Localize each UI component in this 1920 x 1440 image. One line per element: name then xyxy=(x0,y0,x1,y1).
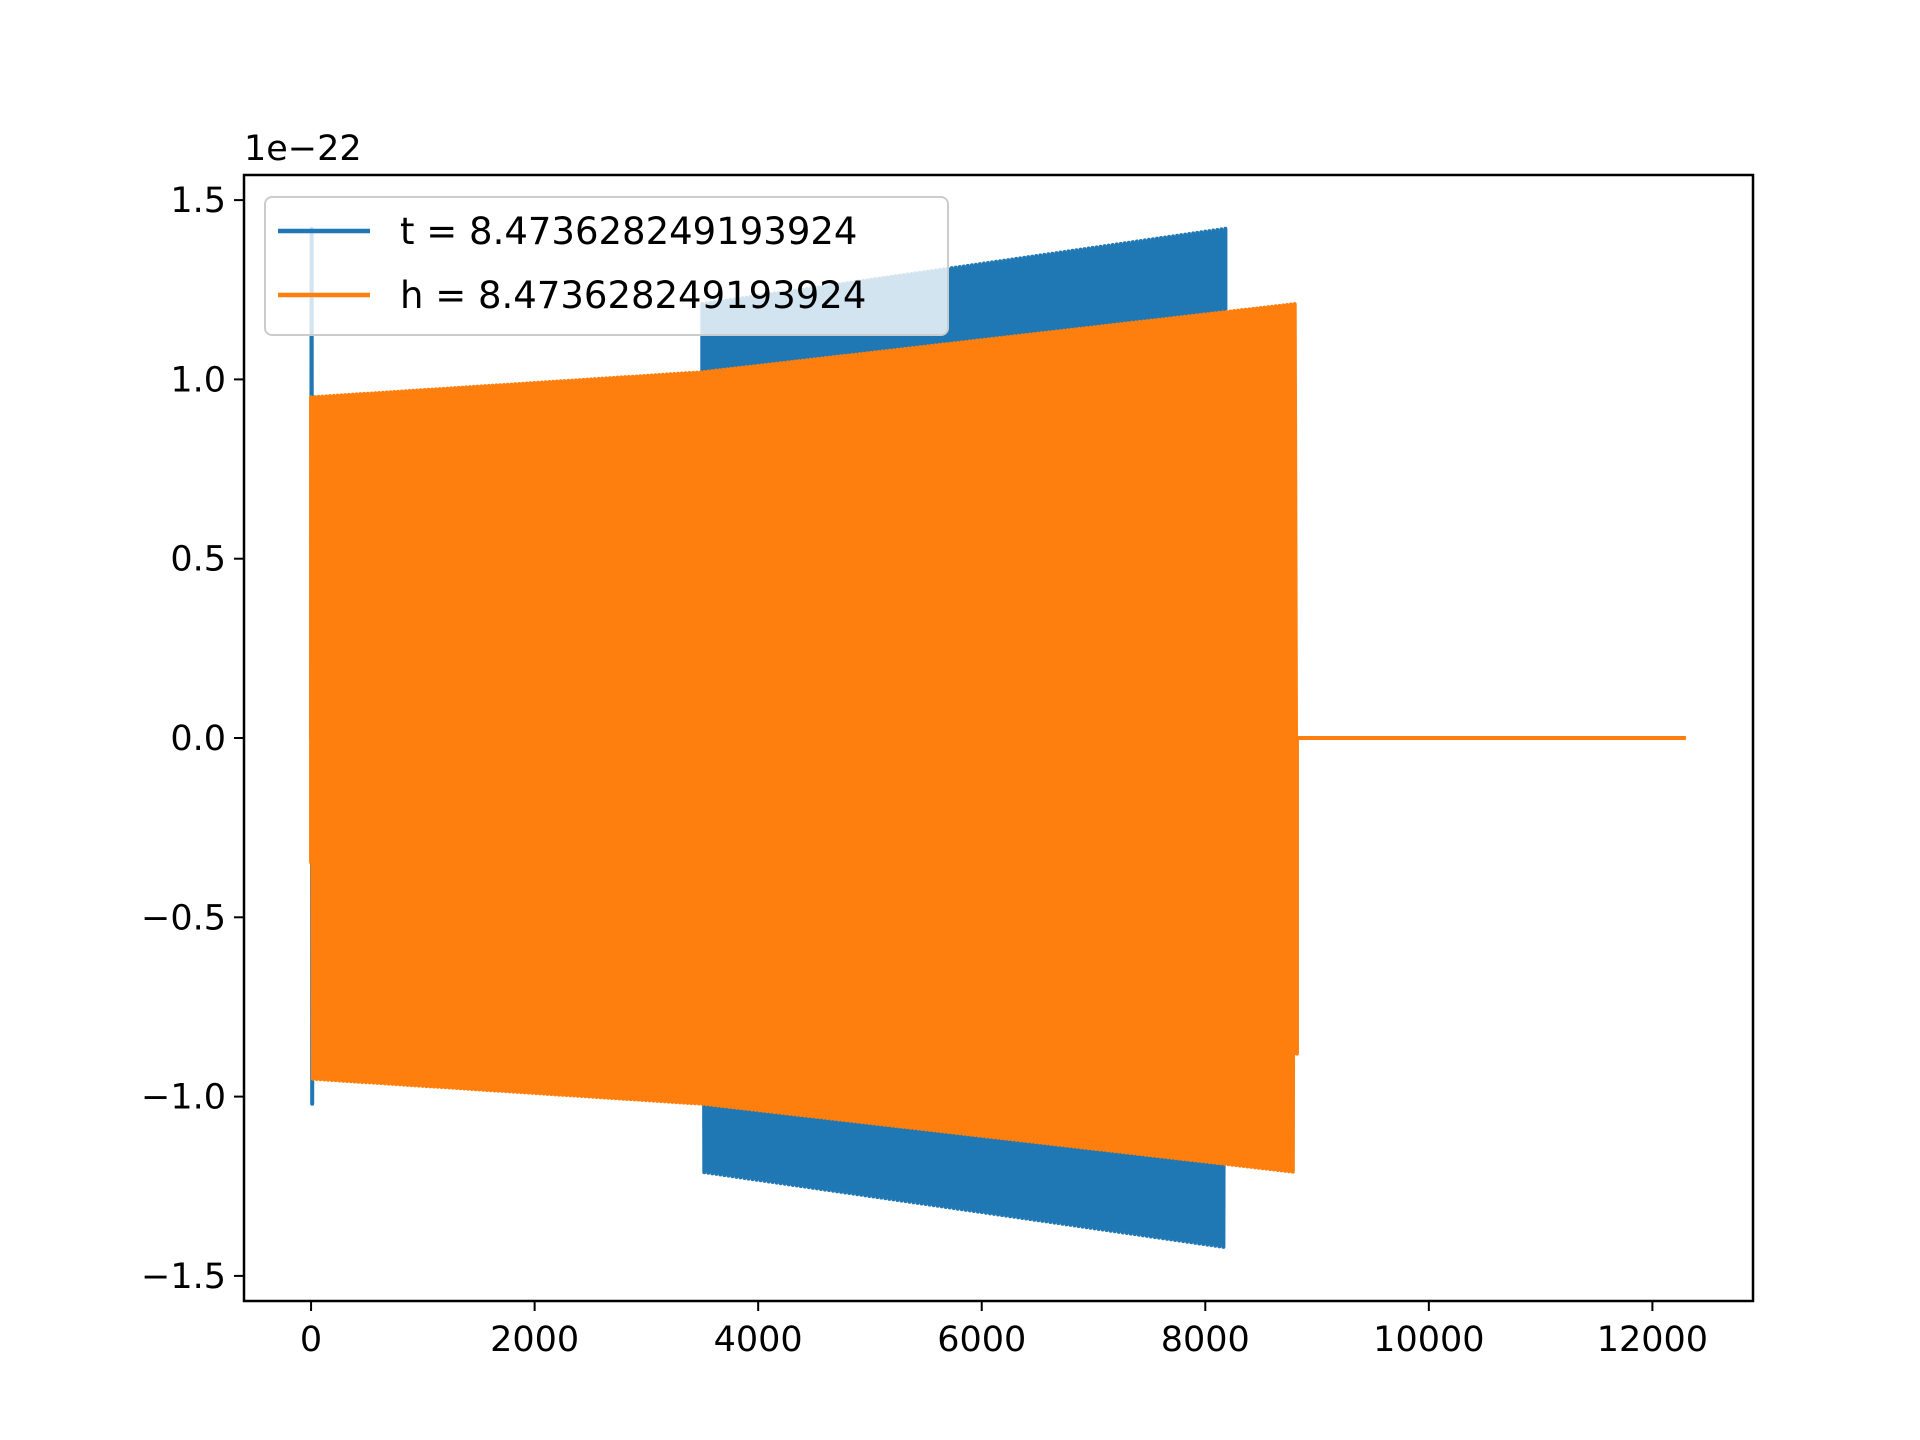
x-tick-label: 2000 xyxy=(490,1320,579,1360)
x-axis: 0 2000 4000 6000 8000 10000 12000 xyxy=(300,1301,1708,1360)
y-axis: −1.5 −1.0 −0.5 0.0 0.5 1.0 1.5 xyxy=(141,181,244,1297)
y-tick-label: 1.5 xyxy=(170,181,226,221)
legend: t = 8.473628249193924 h = 8.473628249193… xyxy=(264,196,949,336)
y-tick-label: −0.5 xyxy=(141,898,226,938)
legend-box xyxy=(264,196,949,336)
x-tick-label: 12000 xyxy=(1597,1320,1708,1360)
y-tick-label: 0.0 xyxy=(170,719,226,759)
legend-label-h: h = 8.473628249193924 xyxy=(400,274,866,317)
legend-label-t: t = 8.473628249193924 xyxy=(400,210,857,253)
series-h-line xyxy=(309,302,1686,1174)
x-tick-label: 10000 xyxy=(1373,1320,1484,1360)
y-tick-label: −1.0 xyxy=(141,1078,226,1118)
x-tick-label: 8000 xyxy=(1161,1320,1250,1360)
x-tick-label: 0 xyxy=(300,1320,322,1360)
x-tick-label: 6000 xyxy=(937,1320,1026,1360)
y-tick-label: 0.5 xyxy=(170,540,226,580)
series-h xyxy=(309,302,1686,1174)
y-tick-label: 1.0 xyxy=(170,360,226,400)
x-tick-label: 4000 xyxy=(714,1320,803,1360)
y-offset-text: 1e−22 xyxy=(244,129,362,169)
y-tick-label: −1.5 xyxy=(141,1257,226,1297)
series-layer xyxy=(309,226,1686,1249)
